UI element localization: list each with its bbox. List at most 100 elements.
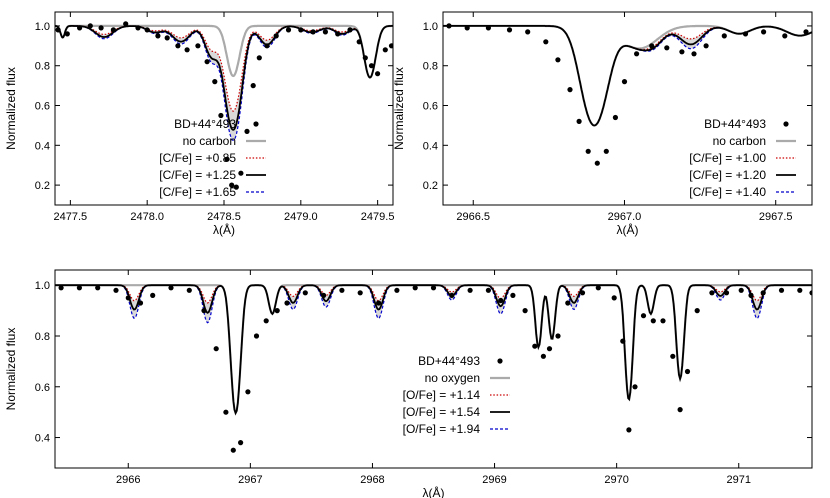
data-point — [506, 27, 513, 33]
legend-label: BD+44°493 — [174, 117, 236, 131]
data-point — [760, 290, 766, 296]
data-point — [485, 25, 491, 31]
y-tick-label: 0.4 — [35, 433, 50, 445]
data-point — [310, 29, 316, 35]
data-point — [742, 31, 749, 37]
data-point — [565, 300, 571, 306]
data-point — [204, 59, 210, 65]
legend-label: [C/Fe] = +1.25 — [159, 168, 236, 182]
data-point — [256, 55, 262, 61]
data-point — [620, 338, 626, 344]
y-axis-label: Normalized flux — [4, 328, 18, 411]
data-point — [778, 287, 785, 293]
data-point — [123, 21, 129, 27]
data-point — [797, 287, 803, 293]
data-point — [55, 27, 61, 33]
plot-frame — [442, 11, 813, 206]
x-tick-label: 2478.5 — [207, 211, 241, 223]
data-point — [335, 31, 341, 37]
y-tick-label: 0.6 — [35, 101, 50, 113]
data-point — [135, 25, 141, 31]
data-point — [253, 333, 260, 339]
data-point — [218, 112, 224, 119]
data-point — [273, 33, 279, 39]
legend-label: [C/Fe] = +1.00 — [689, 151, 766, 165]
data-point — [238, 170, 244, 176]
y-tick-label: 1.0 — [423, 21, 438, 33]
data-point — [679, 49, 685, 55]
data-point — [532, 343, 538, 349]
data-point — [449, 292, 455, 298]
x-tick-label: 2971 — [726, 474, 750, 486]
data-point — [125, 295, 131, 301]
data-point — [782, 33, 788, 39]
data-point — [302, 290, 308, 296]
data-point — [555, 333, 561, 339]
data-point — [230, 447, 236, 453]
y-tick-label: 0.6 — [423, 101, 438, 113]
data-point — [213, 346, 219, 352]
data-point — [229, 182, 235, 188]
panel-bottom: 2966 2967 2968 2969 2970 2971 0.4 0.6 0.8 1.0 λ(Å)… — [4, 269, 813, 498]
series-line-3 — [443, 25, 812, 127]
data-point — [168, 285, 174, 291]
x-tick-label: 2477.5 — [54, 211, 88, 223]
abundance-range-band — [55, 25, 393, 141]
data-point — [322, 29, 328, 35]
y-tick-label: 1.0 — [35, 21, 50, 33]
legend-label: [O/Fe] = +1.14 — [403, 388, 481, 402]
data-point — [321, 292, 327, 298]
data-point — [555, 57, 561, 63]
data-point — [660, 318, 666, 324]
data-point — [522, 308, 528, 314]
data-point — [368, 63, 375, 69]
data-point — [87, 23, 93, 29]
data-point — [233, 184, 239, 190]
data-point — [412, 285, 418, 291]
x-tick-label: 2968 — [360, 474, 384, 486]
legend-label: no carbon — [183, 134, 236, 148]
data-point — [382, 47, 388, 53]
data-point — [611, 295, 617, 301]
series-reference-line — [55, 24, 393, 79]
data-point — [137, 300, 144, 306]
data-point — [394, 287, 400, 293]
plot-area — [55, 284, 812, 453]
data-point — [388, 43, 393, 49]
data-point — [723, 290, 730, 296]
legend-label: [O/Fe] = +1.94 — [403, 422, 481, 436]
data-point — [498, 297, 504, 304]
data-point — [201, 308, 207, 314]
legend-label: no oxygen — [425, 371, 480, 385]
data-point — [77, 25, 83, 31]
data-point — [803, 29, 809, 35]
data-point — [603, 148, 609, 154]
data-point — [677, 407, 683, 413]
data-point — [694, 308, 700, 314]
x-axis-label: λ(Å) — [617, 222, 639, 237]
plot-frame — [54, 269, 813, 469]
y-tick-label: 0.8 — [35, 331, 50, 343]
y-axis-label: Normalized flux — [4, 67, 18, 150]
y-tick-label: 0.8 — [423, 61, 438, 73]
data-point — [543, 39, 549, 45]
data-point — [579, 290, 586, 296]
data-point — [164, 35, 170, 41]
data-point — [634, 51, 640, 57]
y-tick-label: 0.4 — [35, 140, 50, 152]
panel-top-left: 2477.5 2478.0 2478.5 2479.0 2479.5 0.2 0.4 0.6 0… — [4, 11, 394, 237]
y-tick-label: 0.4 — [423, 140, 438, 152]
data-point — [339, 287, 345, 293]
series-line-1 — [443, 25, 812, 127]
data-point — [238, 440, 244, 446]
data-point — [612, 114, 619, 121]
x-tick-label: 2969 — [482, 474, 506, 486]
legend-marker-points — [783, 121, 789, 127]
legend-label: [C/Fe] = +0.85 — [159, 151, 236, 165]
legend-label: [C/Fe] = +1.65 — [159, 185, 236, 199]
data-point — [298, 27, 304, 33]
data-point — [540, 353, 547, 359]
data-point — [464, 25, 470, 31]
data-point — [567, 87, 573, 93]
data-point — [632, 384, 638, 390]
